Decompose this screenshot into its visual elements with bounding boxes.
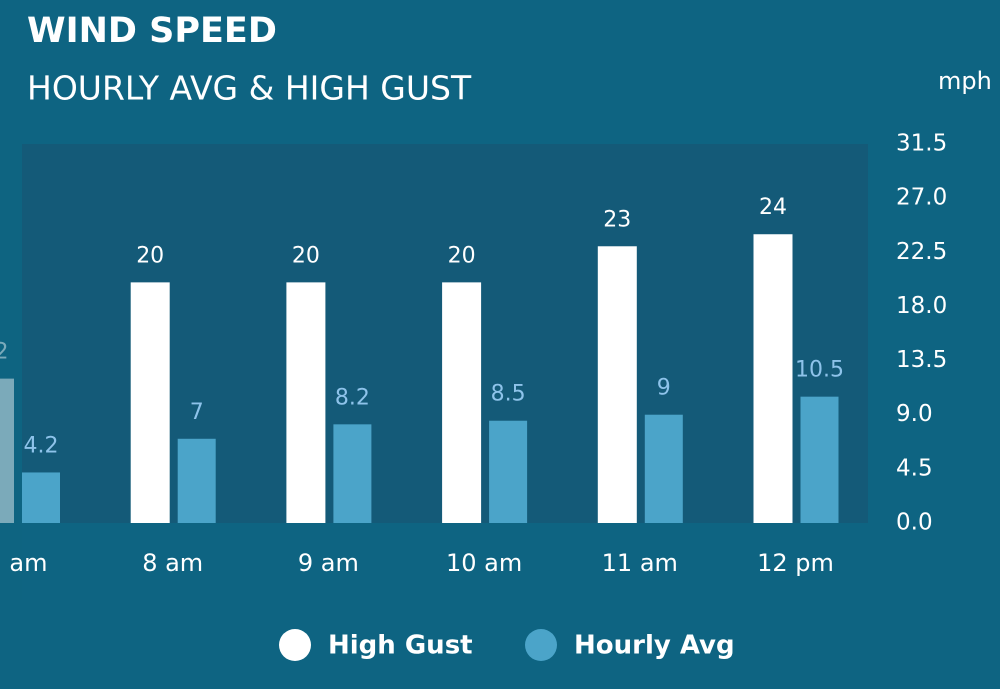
fade-overlay (0, 140, 22, 600)
value-label: 24 (759, 195, 787, 220)
value-label: 8.2 (335, 385, 370, 410)
x-tick-label: 9 am (298, 549, 359, 577)
bar (442, 282, 482, 523)
value-label: 23 (603, 207, 631, 232)
bar (130, 282, 170, 523)
value-label: 7 (190, 400, 204, 425)
y-tick-label: 18.0 (896, 293, 947, 319)
x-tick-label: 7 am (0, 549, 47, 577)
y-tick-label: 27.0 (896, 185, 947, 211)
value-label: 9 (657, 376, 671, 401)
y-tick-label: 4.5 (896, 455, 933, 481)
x-tick-label: 10 am (446, 549, 522, 577)
x-tick-label: 11 am (602, 549, 678, 577)
y-tick-label: 0.0 (896, 510, 933, 536)
value-label: 8.5 (491, 382, 526, 407)
legend-swatch (279, 629, 311, 661)
x-tick-label: 8 am (142, 549, 203, 577)
legend-swatch (525, 629, 557, 661)
bar (800, 396, 839, 523)
bar (489, 420, 528, 523)
y-tick-label: 9.0 (896, 401, 933, 427)
value-label: 20 (448, 243, 476, 268)
chart-title: WIND SPEED (27, 11, 277, 51)
legend: High Gust Hourly Avg (279, 629, 735, 661)
value-label: 20 (136, 243, 164, 268)
value-label: 4.2 (24, 433, 59, 458)
bar (333, 424, 372, 523)
value-label: 10.5 (795, 358, 844, 383)
bar (22, 472, 60, 523)
value-label: 20 (292, 243, 320, 268)
bar (177, 438, 216, 523)
bar (286, 282, 326, 523)
bar (644, 414, 683, 523)
legend-label: Hourly Avg (574, 631, 735, 661)
y-unit: mph (938, 67, 992, 95)
bar (597, 246, 637, 523)
x-tick-label: 12 pm (757, 549, 834, 577)
bar (753, 234, 793, 523)
y-tick-label: 31.5 (896, 131, 947, 157)
legend-label: High Gust (328, 631, 473, 661)
y-tick-label: 22.5 (896, 239, 947, 265)
y-tick-label: 13.5 (896, 347, 947, 373)
chart-subtitle: HOURLY AVG & HIGH GUST (27, 69, 472, 108)
